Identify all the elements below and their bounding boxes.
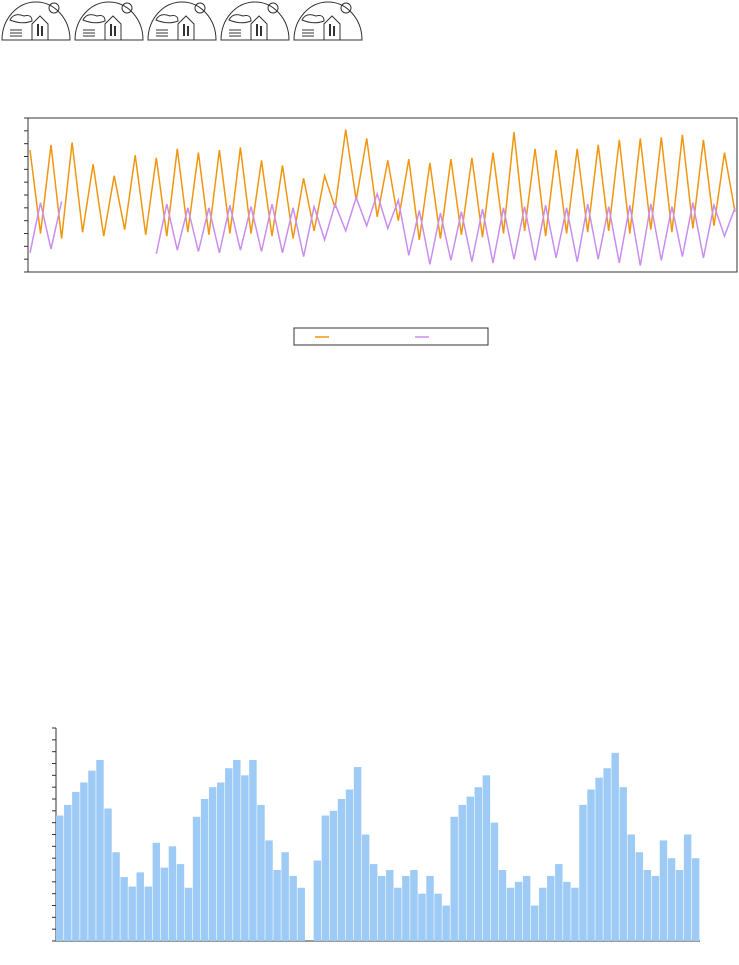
bar: [297, 887, 305, 941]
bar: [651, 875, 660, 941]
bar: [386, 870, 394, 941]
bar: [361, 834, 370, 941]
bar: [563, 881, 571, 941]
bar: [112, 852, 120, 941]
weather-icon[interactable]: [147, 1, 217, 41]
bar: [80, 782, 88, 941]
bar: [329, 810, 338, 941]
icon-row: [1, 1, 363, 41]
bar: [96, 759, 104, 941]
bar: [233, 759, 241, 941]
data-line: [29, 191, 736, 266]
bar: [675, 870, 684, 941]
bar: [611, 752, 619, 941]
bar: [369, 864, 378, 941]
data-line: [29, 129, 736, 241]
bar: [635, 852, 644, 941]
bar: [144, 886, 152, 941]
bar: [490, 822, 499, 941]
bar: [337, 799, 346, 941]
bar: [659, 840, 668, 941]
bar: [208, 787, 217, 941]
bar: [506, 887, 515, 941]
bar: [434, 893, 442, 941]
bar: [128, 886, 136, 941]
bar: [72, 791, 80, 941]
bar: [466, 796, 474, 941]
bar: [64, 804, 72, 941]
bar: [345, 789, 354, 941]
bar: [426, 875, 434, 941]
bar: [555, 864, 563, 941]
bar: [176, 864, 185, 941]
bar: [160, 867, 169, 941]
bar: [353, 767, 362, 941]
bar: [184, 887, 193, 941]
bar: [603, 768, 611, 941]
bar: [281, 852, 289, 941]
bar: [691, 858, 700, 941]
bar: [450, 816, 458, 941]
bar: [273, 870, 281, 941]
weather-icon[interactable]: [293, 1, 363, 41]
bar: [482, 775, 491, 941]
bar: [152, 842, 161, 941]
bar: [56, 815, 64, 941]
bar: [394, 887, 402, 941]
bar: [458, 804, 466, 941]
line-plot-frame: [27, 117, 738, 273]
bar: [241, 775, 249, 941]
bar: [643, 870, 652, 941]
weather-icon[interactable]: [220, 1, 290, 41]
bar: [547, 875, 555, 941]
bar: [418, 893, 426, 941]
weather-icon[interactable]: [1, 1, 71, 41]
bar: [168, 846, 177, 941]
bar: [104, 808, 112, 941]
bar: [587, 789, 595, 941]
legend-box: [293, 327, 489, 346]
bar: [217, 782, 225, 941]
bar: [321, 815, 330, 941]
bar: [514, 881, 523, 941]
bar: [571, 887, 579, 941]
bar: [627, 834, 635, 941]
bar: [595, 777, 603, 941]
bar: [539, 887, 547, 941]
bar: [136, 872, 144, 941]
bar: [522, 875, 531, 941]
bar: [289, 875, 297, 941]
bar: [265, 840, 273, 941]
bar: [200, 799, 209, 941]
bar: [192, 816, 201, 941]
bar: [402, 875, 410, 941]
bar: [88, 770, 96, 941]
bar: [683, 834, 692, 941]
bar: [249, 759, 257, 941]
bar: [619, 787, 627, 941]
bar: [410, 870, 418, 941]
bar: [120, 877, 128, 941]
bar: [530, 905, 539, 941]
bar: [225, 768, 233, 941]
bar: [257, 804, 265, 941]
bar: [442, 905, 450, 941]
bar: [474, 787, 483, 941]
weather-icon[interactable]: [74, 1, 144, 41]
bar: [378, 875, 386, 941]
bar: [498, 870, 507, 941]
bar: [313, 860, 322, 941]
bar: [579, 804, 587, 941]
bar: [667, 858, 676, 941]
